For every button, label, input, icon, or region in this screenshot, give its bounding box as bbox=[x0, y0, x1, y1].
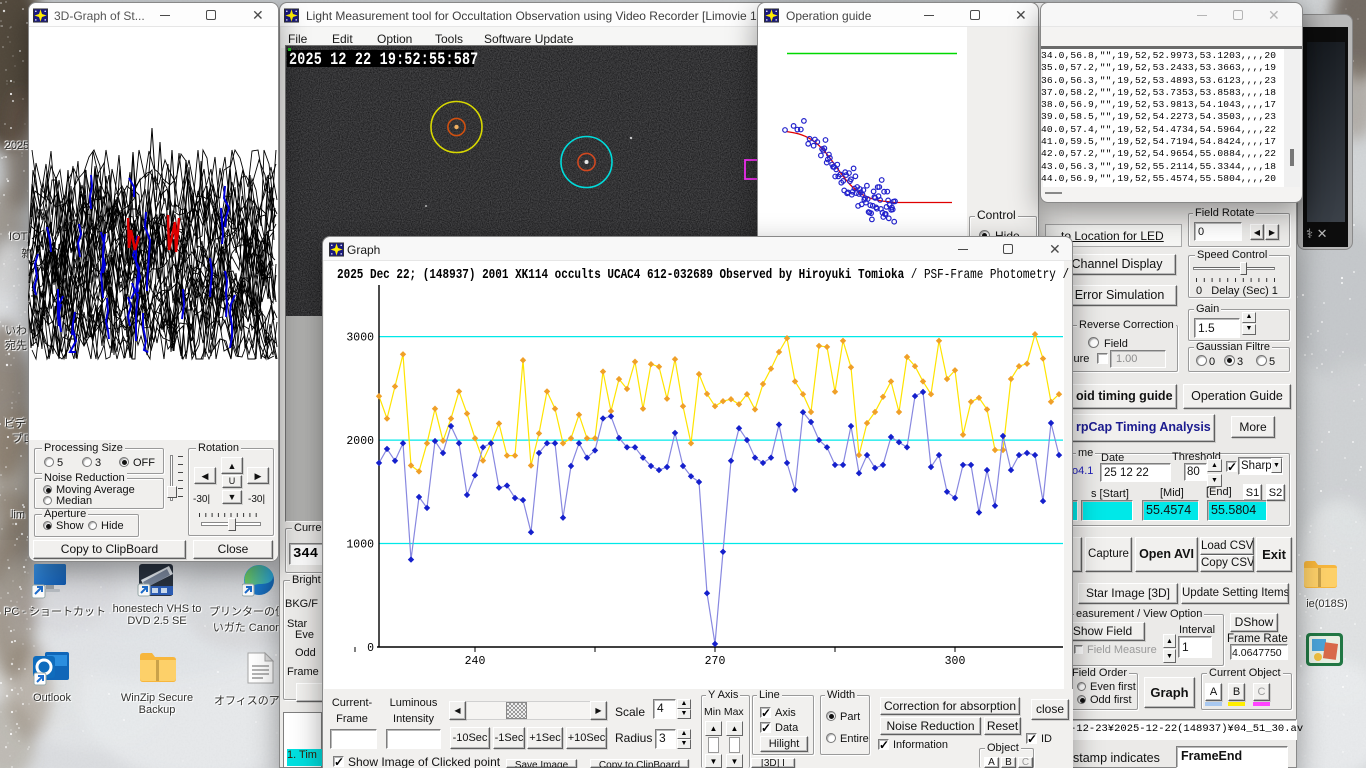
svg-text:300: 300 bbox=[945, 655, 966, 668]
svg-text:1000: 1000 bbox=[346, 539, 374, 552]
svg-text:0: 0 bbox=[367, 642, 374, 655]
svg-text:240: 240 bbox=[465, 655, 486, 668]
svg-text:3000: 3000 bbox=[346, 332, 374, 345]
svg-text:270: 270 bbox=[705, 655, 726, 668]
svg-text:2000: 2000 bbox=[346, 435, 374, 448]
